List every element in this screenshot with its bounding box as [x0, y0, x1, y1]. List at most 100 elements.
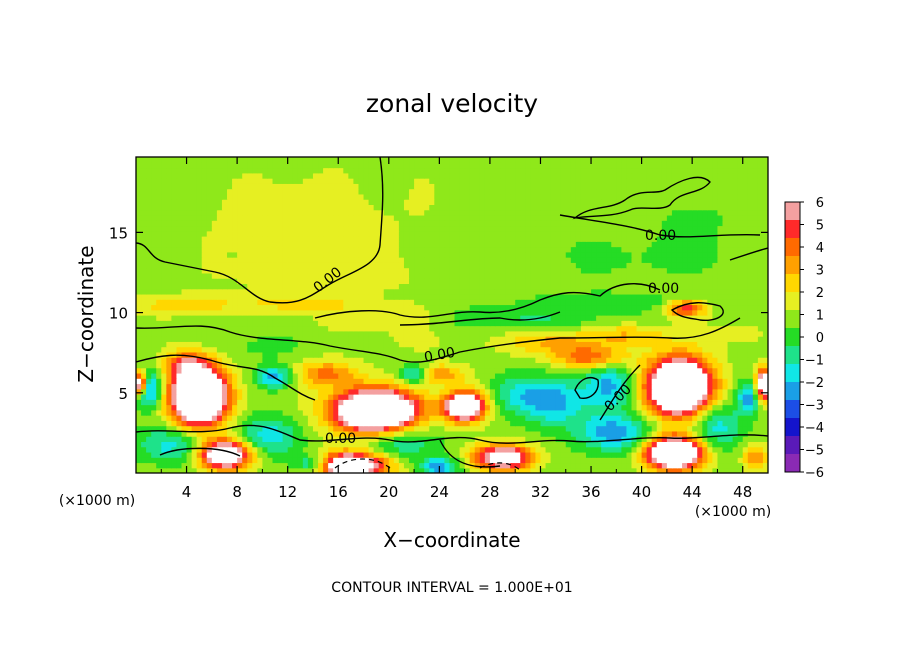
- field-cell: [439, 451, 446, 458]
- field-cell: [712, 267, 719, 274]
- field-cell: [515, 404, 521, 411]
- field-cell: [631, 283, 638, 290]
- field-cell: [500, 394, 506, 400]
- field-cell: [692, 378, 698, 385]
- field-cell: [560, 409, 567, 416]
- field-cell: [237, 372, 243, 379]
- field-cell: [732, 388, 739, 395]
- field-cell: [722, 272, 729, 279]
- field-cell: [216, 357, 223, 363]
- field-cell: [742, 409, 749, 416]
- field-cell: [692, 383, 698, 390]
- field-cell: [479, 272, 486, 279]
- field-cell: [671, 415, 678, 421]
- field-cell: [515, 346, 521, 353]
- field-cell: [479, 288, 486, 295]
- field-cell: [186, 451, 193, 458]
- field-cell: [671, 372, 678, 379]
- field-cell: [409, 399, 415, 406]
- field-cell: [545, 451, 552, 458]
- field-cell: [181, 441, 188, 448]
- field-cell: [752, 336, 759, 342]
- field-cell: [297, 346, 304, 353]
- field-cell: [176, 399, 183, 406]
- field-cell: [494, 367, 501, 374]
- field-cell: [166, 309, 172, 316]
- field-cell: [484, 425, 491, 432]
- field-cell: [232, 372, 238, 379]
- field-cell: [161, 299, 167, 306]
- field-cell: [368, 293, 375, 300]
- field-cell: [747, 325, 754, 332]
- field-cell: [282, 262, 289, 269]
- field-cell: [176, 467, 183, 473]
- field-cell: [717, 304, 724, 311]
- field-cell: [530, 262, 537, 269]
- field-cell: [732, 346, 739, 353]
- field-cell: [666, 325, 673, 332]
- field-cell: [292, 467, 299, 473]
- field-cell: [363, 399, 370, 406]
- field-cell: [525, 388, 531, 395]
- field-cell: [575, 404, 582, 411]
- field-cell: [591, 394, 597, 400]
- field-cell: [409, 330, 415, 337]
- field-cell: [398, 336, 405, 342]
- field-cell: [146, 399, 152, 406]
- field-cell: [484, 394, 491, 400]
- field-cell: [414, 436, 420, 442]
- field-cell: [176, 288, 183, 295]
- field-cell: [141, 341, 147, 348]
- field-cell: [702, 351, 708, 358]
- field-cell: [216, 351, 223, 358]
- field-cell: [545, 399, 552, 406]
- field-cell: [555, 341, 562, 348]
- field-cell: [646, 272, 653, 279]
- field-cell: [469, 404, 476, 411]
- field-cell: [439, 367, 446, 374]
- field-cell: [206, 299, 213, 306]
- field-cell: [697, 325, 703, 332]
- field-cell: [762, 430, 768, 437]
- field-cell: [348, 425, 355, 432]
- field-cell: [692, 367, 698, 374]
- field-cell: [363, 372, 370, 379]
- field-cell: [459, 372, 466, 379]
- field-cell: [697, 278, 703, 284]
- field-cell: [338, 341, 344, 348]
- field-cell: [191, 346, 198, 353]
- field-cell: [494, 278, 501, 284]
- field-cell: [388, 430, 395, 437]
- field-cell: [550, 272, 557, 279]
- field-cell: [469, 299, 476, 306]
- field-cell: [398, 394, 405, 400]
- field-cell: [722, 346, 729, 353]
- field-cell: [393, 457, 400, 464]
- field-cell: [338, 462, 344, 469]
- field-cell: [570, 278, 577, 284]
- field-cell: [368, 467, 375, 473]
- field-cell: [606, 467, 612, 473]
- field-cell: [626, 336, 633, 342]
- field-cell: [161, 304, 167, 311]
- field-cell: [252, 346, 258, 353]
- field-cell: [312, 341, 319, 348]
- field-cell: [737, 436, 744, 442]
- field-cell: [409, 420, 415, 427]
- field-cell: [606, 378, 612, 385]
- field-cell: [717, 446, 724, 453]
- field-cell: [737, 309, 744, 316]
- field-cell: [575, 415, 582, 421]
- field-cell: [540, 357, 547, 363]
- field-cell: [651, 367, 658, 374]
- field-cell: [505, 283, 511, 290]
- field-cell: [287, 394, 294, 400]
- field-cell: [596, 430, 602, 437]
- field-cell: [136, 262, 142, 269]
- field-cell: [136, 278, 142, 284]
- field-cell: [171, 451, 178, 458]
- field-cell: [596, 420, 602, 427]
- field-cell: [489, 404, 496, 411]
- field-cell: [328, 351, 334, 358]
- field-cell: [378, 330, 385, 337]
